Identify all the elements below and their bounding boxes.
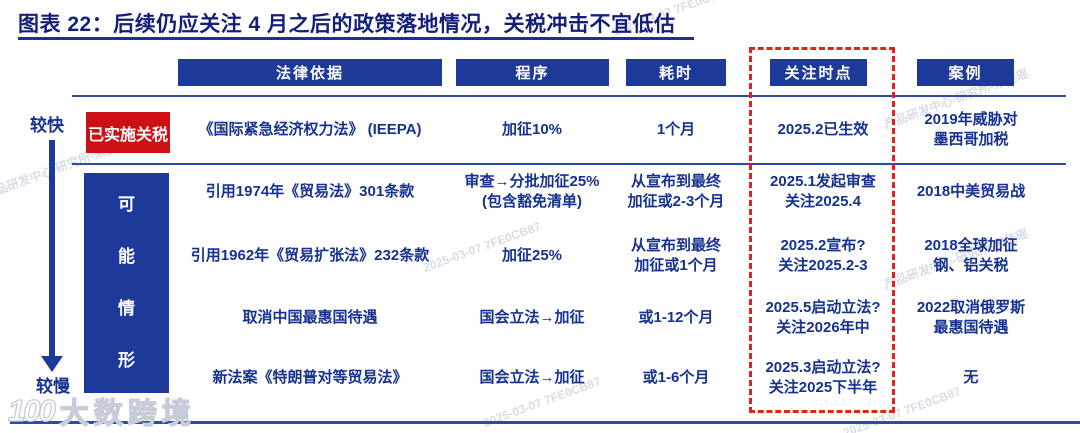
table-cell-r1-c3: 1个月 — [656, 121, 696, 139]
table-cell-r2-c4: 2025.1发起审查 关注2025.4 — [770, 173, 876, 210]
speed-axis-arrow-line — [49, 140, 55, 356]
table-cell-r5-c1: 新法案《特朗普对等贸易法》 — [212, 369, 408, 387]
speed-axis-slow-label: 较慢 — [36, 377, 70, 396]
table-cell-r5-c3: 或1-6个月 — [642, 369, 710, 387]
table-cell-r4-c3: 或1-12个月 — [638, 309, 714, 327]
table-cell-r5-c5: 无 — [963, 369, 979, 387]
table-cell-r2-c1: 引用1974年《贸易法》301条款 — [205, 183, 415, 201]
table-cell-r3-c4: 2025.2宣布? 关注2025.2-3 — [778, 237, 868, 274]
table-cell-r4-c1: 取消中国最惠国待遇 — [242, 309, 378, 327]
table-cell-r3-c3: 从宣布到最终 加征或1个月 — [630, 237, 721, 274]
column-header-focus-time: 关注时点 — [770, 59, 867, 86]
table-cell-r5-c2: 国会立法→加征 — [479, 369, 585, 387]
speed-axis-fast-label: 较快 — [30, 116, 64, 135]
title-underline — [18, 37, 694, 40]
table-cell-r3-c2: 加征25% — [501, 247, 563, 265]
group-label-implemented-tariffs: 已实施关税 — [86, 112, 170, 153]
table-cell-r2-c5: 2018中美贸易战 — [916, 183, 1026, 201]
column-header-duration: 耗时 — [626, 59, 726, 86]
figure-title: 图表 22：后续仍应关注 4 月之后的政策落地情况，关税冲击不宜低估 — [18, 13, 676, 36]
column-header-case: 案例 — [917, 59, 1014, 86]
table-cell-r1-c5: 2019年威胁对 墨西哥加税 — [924, 111, 1018, 148]
column-header-procedure: 程序 — [456, 59, 609, 86]
header-divider — [72, 95, 1066, 97]
brand-name: 大数跨境 — [59, 397, 196, 430]
group-label-possible-scenarios: 可 能 情 形 — [84, 173, 169, 393]
table-cell-r3-c1: 引用1962年《贸易扩张法》232条款 — [190, 247, 430, 265]
table-cell-r1-c4: 2025.2已生效 — [777, 121, 869, 139]
table-cell-r2-c3: 从宣布到最终 加征或2-3个月 — [627, 173, 725, 210]
table-cell-r1-c2: 加征10% — [501, 121, 563, 139]
table-cell-r4-c5: 2022取消俄罗斯 最惠国待遇 — [916, 299, 1026, 336]
table-cell-r5-c4: 2025.3启动立法? 关注2025下半年 — [765, 359, 881, 396]
table-cell-r4-c4: 2025.5启动立法? 关注2026年中 — [765, 299, 881, 336]
table-cell-r1-c1: 《国际紧急经济权力法》 (IEEPA) — [198, 121, 422, 139]
table-cell-r4-c2: 国会立法→加征 — [479, 309, 585, 327]
row-divider — [72, 163, 1066, 165]
table-cell-r2-c2: 审查→分批加征25% (包含豁免清单) — [464, 173, 600, 210]
column-header-legal-basis: 法律依据 — [178, 59, 442, 86]
table-cell-r3-c5: 2018全球加征 钢、铝关税 — [924, 237, 1018, 274]
speed-axis-arrow-head — [41, 356, 63, 372]
focus-column-highlight-box — [749, 47, 895, 413]
bottom-divider — [10, 421, 1080, 424]
